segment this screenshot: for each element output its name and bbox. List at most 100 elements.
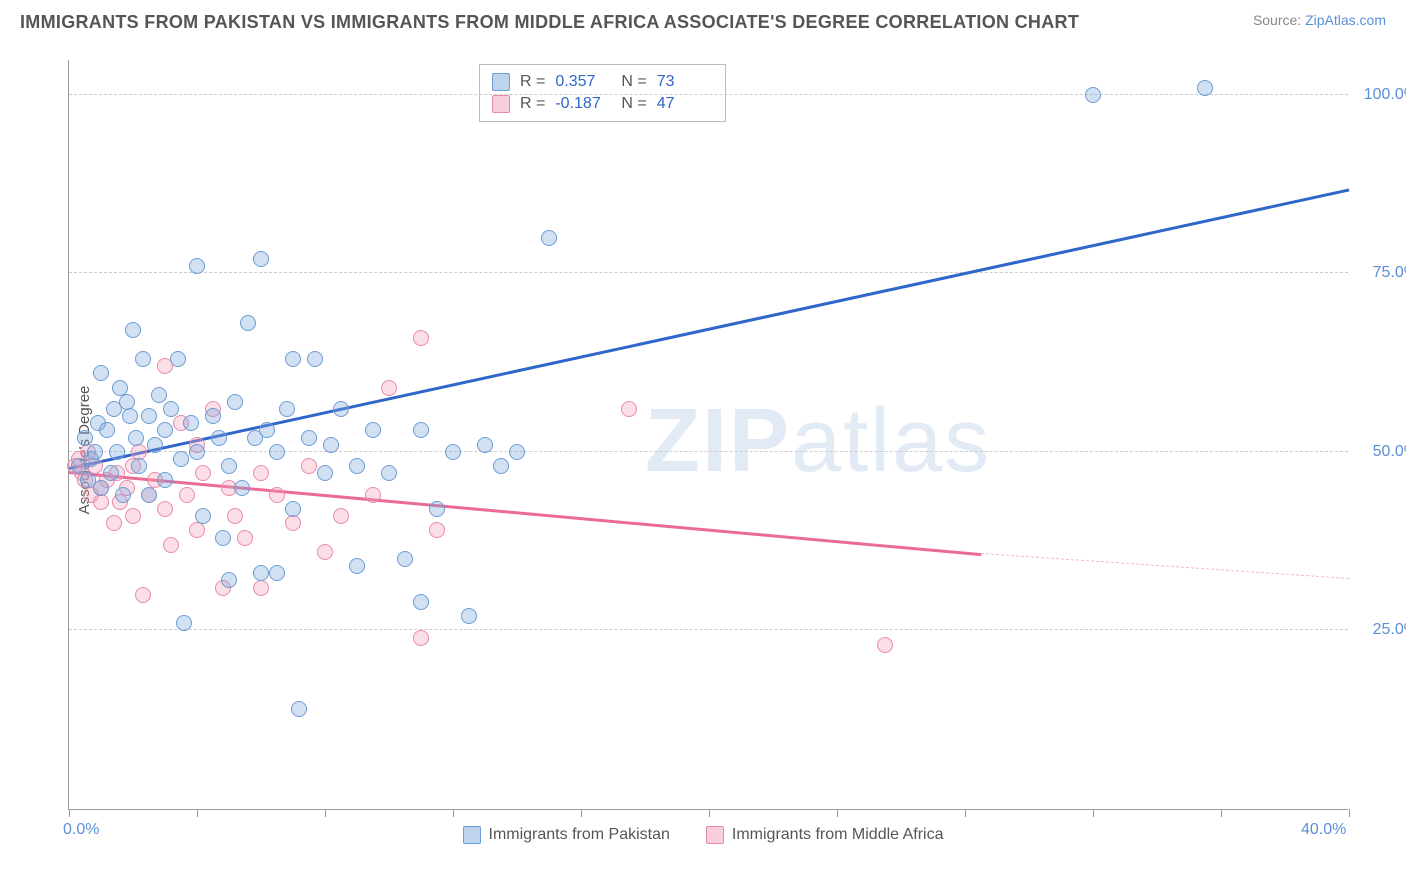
data-point xyxy=(163,401,179,417)
trend-line xyxy=(981,553,1349,579)
data-point xyxy=(240,315,256,331)
data-point xyxy=(877,637,893,653)
data-point xyxy=(253,580,269,596)
data-point xyxy=(125,508,141,524)
data-point xyxy=(147,437,163,453)
data-point xyxy=(179,487,195,503)
x-tick xyxy=(197,809,198,817)
data-point xyxy=(122,408,138,424)
legend-label: Immigrants from Middle Africa xyxy=(732,826,944,844)
x-tick xyxy=(325,809,326,817)
data-point xyxy=(77,430,93,446)
data-point xyxy=(151,387,167,403)
data-point xyxy=(279,401,295,417)
gridline xyxy=(69,451,1348,452)
data-point xyxy=(285,501,301,517)
data-point xyxy=(461,608,477,624)
data-point xyxy=(413,330,429,346)
data-point xyxy=(227,508,243,524)
data-point xyxy=(93,494,109,510)
data-point xyxy=(176,615,192,631)
n-label: N = xyxy=(621,73,646,91)
legend-label: Immigrants from Pakistan xyxy=(489,826,670,844)
gridline xyxy=(69,94,1348,95)
data-point xyxy=(221,572,237,588)
data-point xyxy=(317,544,333,560)
legend-swatch xyxy=(463,826,481,844)
stats-legend-row: R =-0.187N =47 xyxy=(492,93,713,115)
data-point xyxy=(413,630,429,646)
data-point xyxy=(285,351,301,367)
data-point xyxy=(109,444,125,460)
source-link[interactable]: ZipAtlas.com xyxy=(1305,12,1386,28)
data-point xyxy=(333,508,349,524)
n-label: N = xyxy=(621,95,646,113)
data-point xyxy=(317,465,333,481)
r-value: 0.357 xyxy=(555,73,611,91)
n-value: 47 xyxy=(657,95,713,113)
data-point xyxy=(119,394,135,410)
data-point xyxy=(365,422,381,438)
legend-swatch xyxy=(706,826,724,844)
y-tick-label: 25.0% xyxy=(1373,621,1406,639)
data-point xyxy=(541,230,557,246)
x-tick xyxy=(69,809,70,817)
data-point xyxy=(211,430,227,446)
data-point xyxy=(381,380,397,396)
data-point xyxy=(170,351,186,367)
data-point xyxy=(333,401,349,417)
data-point xyxy=(131,458,147,474)
plot-area: ZIPatlas R =0.357N =73R =-0.187N =47 25.… xyxy=(68,60,1348,810)
data-point xyxy=(157,501,173,517)
source-prefix: Source: xyxy=(1253,12,1305,28)
data-point xyxy=(135,351,151,367)
data-point xyxy=(215,530,231,546)
legend-item: Immigrants from Middle Africa xyxy=(706,826,944,844)
data-point xyxy=(301,430,317,446)
data-point xyxy=(269,565,285,581)
data-point xyxy=(205,408,221,424)
data-point xyxy=(259,422,275,438)
data-point xyxy=(413,422,429,438)
data-point xyxy=(189,444,205,460)
data-point xyxy=(141,487,157,503)
data-point xyxy=(477,437,493,453)
data-point xyxy=(234,480,250,496)
r-value: -0.187 xyxy=(555,95,611,113)
gridline xyxy=(69,272,1348,273)
data-point xyxy=(285,515,301,531)
data-point xyxy=(291,701,307,717)
series-legend: Immigrants from Pakistan Immigrants from … xyxy=(20,826,1386,844)
source-attribution: Source: ZipAtlas.com xyxy=(1253,12,1386,28)
data-point xyxy=(349,558,365,574)
data-point xyxy=(269,444,285,460)
data-point xyxy=(445,444,461,460)
data-point xyxy=(189,522,205,538)
data-point xyxy=(1085,87,1101,103)
chart-container: Associate's Degree ZIPatlas R =0.357N =7… xyxy=(20,50,1386,850)
gridline xyxy=(69,629,1348,630)
data-point xyxy=(381,465,397,481)
y-tick-label: 100.0% xyxy=(1364,86,1406,104)
x-tick xyxy=(1221,809,1222,817)
data-point xyxy=(253,465,269,481)
data-point xyxy=(141,408,157,424)
data-point xyxy=(253,565,269,581)
data-point xyxy=(189,258,205,274)
x-tick xyxy=(453,809,454,817)
data-point xyxy=(135,587,151,603)
data-point xyxy=(413,594,429,610)
x-tick xyxy=(965,809,966,817)
data-point xyxy=(429,522,445,538)
data-point xyxy=(173,451,189,467)
x-tick xyxy=(1349,809,1350,817)
data-point xyxy=(157,422,173,438)
data-point xyxy=(307,351,323,367)
data-point xyxy=(157,472,173,488)
data-point xyxy=(221,458,237,474)
watermark: ZIPatlas xyxy=(645,390,991,493)
legend-item: Immigrants from Pakistan xyxy=(463,826,670,844)
watermark-bold: ZIP xyxy=(645,391,791,491)
data-point xyxy=(106,515,122,531)
data-point xyxy=(237,530,253,546)
